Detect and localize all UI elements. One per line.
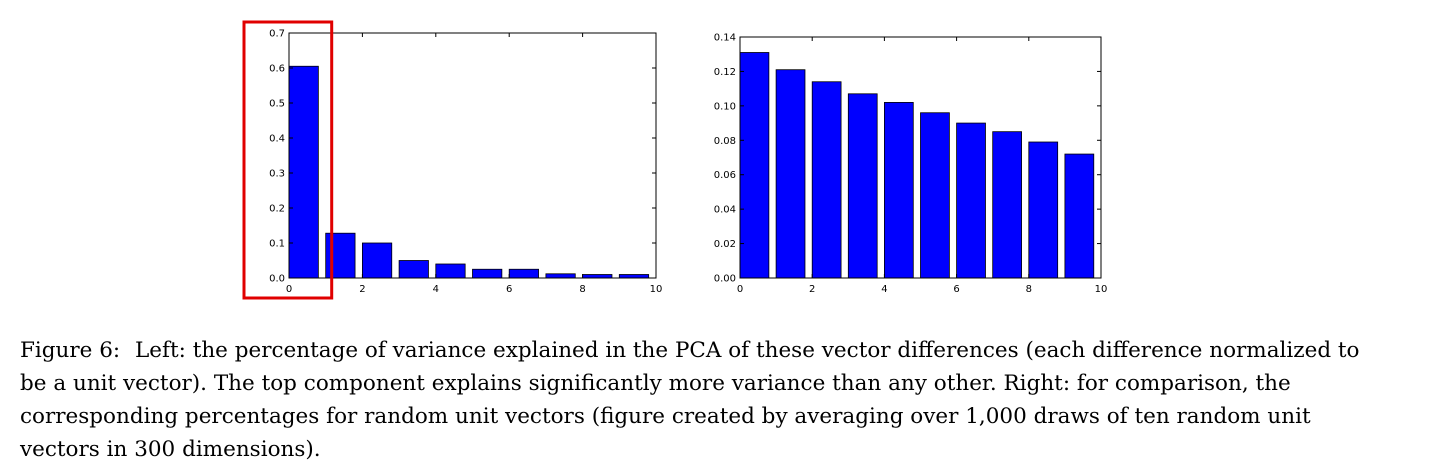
bar (739, 52, 770, 279)
x-tick-label: 8 (579, 284, 585, 295)
axes-frame (288, 32, 657, 279)
y-tick-label: 0.4 (269, 134, 285, 145)
y-tick-label: 0.7 (269, 29, 285, 40)
x-tick-label: 4 (433, 284, 439, 295)
x-tick-label: 4 (881, 284, 887, 295)
figure-caption: Figure 6: Left: the percentage of varian… (20, 334, 1360, 466)
bar (811, 81, 842, 279)
x-tick-label: 10 (1095, 284, 1108, 295)
bar (956, 122, 986, 279)
x-tick-label: 0 (737, 284, 743, 295)
x-tick-label: 6 (506, 284, 512, 295)
y-tick-label: 0.06 (714, 170, 736, 181)
y-tick-label: 0.1 (269, 239, 285, 250)
bar (1064, 153, 1095, 279)
caption-text: Left: the percentage of variance explain… (20, 338, 1360, 462)
y-tick-label: 0.3 (269, 169, 285, 180)
bar (1028, 141, 1059, 279)
right-bar-chart: 0.00 0.02 0.04 0.06 0.08 0.10 0.12 0.14 0 2 4 6 8 10 (714, 33, 1108, 296)
bar (288, 65, 319, 279)
y-tick-label: 0.6 (269, 64, 285, 75)
y-tick-label: 0.04 (714, 205, 736, 216)
y-tick-label: 0.0 (269, 274, 285, 285)
bar (775, 69, 806, 279)
x-tick-label: 2 (809, 284, 815, 295)
bar (884, 102, 914, 279)
bar (920, 112, 950, 279)
y-tick-label: 0.5 (269, 99, 285, 110)
y-tick-label: 0.2 (269, 204, 285, 215)
caption-label: Figure 6: (20, 338, 121, 363)
axes-frame (739, 36, 1102, 279)
x-tick-label: 10 (650, 284, 663, 295)
highlight-box (242, 20, 334, 300)
figure-area: 0.0 0.1 0.2 0.3 0.4 0.5 0.6 0.7 0 2 4 6 8 10 0.00 0.02… (242, 20, 1108, 300)
bar (847, 93, 878, 279)
x-tick-label: 2 (359, 284, 365, 295)
y-tick-label: 0.08 (714, 136, 736, 147)
y-tick-label: 0.02 (714, 239, 736, 250)
y-tick-label: 0.00 (714, 274, 736, 285)
y-tick-label: 0.14 (714, 33, 736, 44)
x-tick-label: 0 (286, 284, 292, 295)
x-tick-label: 6 (953, 284, 959, 295)
x-tick-label: 8 (1026, 284, 1032, 295)
left-bar-chart: 0.0 0.1 0.2 0.3 0.4 0.5 0.6 0.7 0 2 4 6 8 10 (242, 20, 663, 300)
y-tick-label: 0.12 (714, 67, 736, 78)
y-tick-label: 0.10 (714, 101, 736, 112)
bar (992, 131, 1022, 279)
